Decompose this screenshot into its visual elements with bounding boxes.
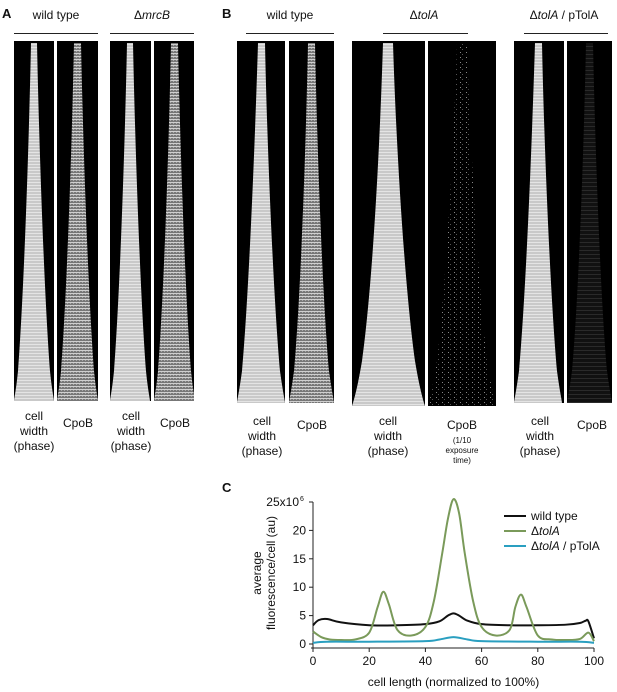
group-title-tola: ΔtolA [352, 8, 496, 22]
gene-name-mrcb: mrcB [142, 8, 170, 22]
kymograph-tola-ptola-cpob [567, 41, 612, 403]
y-axis-label-line1: average [250, 551, 264, 595]
group-underline-tola [383, 33, 468, 34]
x-tick-label: 60 [475, 654, 489, 668]
y-tick-label-top: 25x10 [266, 495, 299, 509]
caption-line: (phase) [110, 439, 152, 453]
caption-cpob-b2: CpoB [446, 418, 478, 432]
panel-label-a: A [2, 6, 12, 21]
group-title-tola-ptola: ΔtolA / pTolA [514, 8, 614, 22]
legend-label-part: tolA [539, 539, 560, 553]
x-axis-label: cell length (normalized to 100%) [368, 675, 539, 689]
legend-label-part: Δ [531, 539, 539, 553]
caption-line: time) [453, 456, 471, 465]
caption-line: (phase) [519, 444, 561, 458]
caption-cell-width-b3: cell width (phase) [510, 414, 570, 459]
caption-cell-width-b1: cell width (phase) [232, 414, 292, 459]
series-line-2 [312, 636, 595, 644]
caption-exposure-note: (1/10 exposure time) [430, 436, 494, 466]
delta-symbol: Δ [529, 8, 538, 22]
x-tick-label: 0 [310, 654, 317, 668]
group-underline-mrcb [110, 33, 194, 34]
caption-cpob-b3: CpoB [576, 418, 608, 432]
caption-line: width [373, 429, 402, 443]
caption-line: (phase) [13, 439, 55, 453]
caption-line: cell [121, 409, 140, 423]
x-tick-label: 80 [531, 654, 545, 668]
legend-label-part: Δ [531, 524, 539, 538]
y-axis-label-line2: fluorescence/cell (au) [264, 516, 278, 630]
legend-label-0: wild type [530, 509, 578, 523]
group-underline-tola-ptola [524, 33, 608, 34]
caption-line: cell [378, 414, 397, 428]
y-tick-label: 15 [293, 552, 307, 566]
series-line-0 [312, 612, 595, 639]
caption-line: (1/10 [452, 436, 472, 445]
series-line-1 [312, 498, 595, 642]
panel-label-c: C [222, 480, 232, 495]
caption-line: cell [252, 414, 271, 428]
caption-cpob-a2: CpoB [159, 416, 191, 430]
kymograph-tola-cpob [428, 41, 496, 406]
legend-label-part: wild type [530, 509, 578, 523]
kymograph-wt-b-cpob [289, 41, 334, 403]
caption-cell-width-a1: cell width (phase) [4, 409, 64, 454]
gene-name-tola: tolA [537, 8, 559, 22]
legend-label-2: ΔtolA / pTolA [531, 539, 600, 553]
kymograph-mrcb-phase [110, 41, 151, 401]
kymograph-tola-ptola-phase [514, 41, 564, 403]
caption-line: width [525, 429, 554, 443]
kymograph-tola-phase [352, 41, 425, 406]
caption-cell-width-a2: cell width (phase) [101, 409, 161, 454]
caption-line: cell [24, 409, 43, 423]
caption-cpob-b1: CpoB [296, 418, 328, 432]
caption-line: exposure [445, 446, 479, 455]
y-tick-label: 0 [299, 637, 306, 651]
caption-line: width [19, 424, 48, 438]
kymograph-wt-a-phase [14, 41, 54, 401]
x-tick-label: 100 [584, 654, 604, 668]
legend-label-1: ΔtolA [531, 524, 560, 538]
group-title-wild-type-b: wild type [266, 8, 314, 22]
kymograph-wt-b-phase [237, 41, 285, 403]
delta-symbol: Δ [409, 8, 418, 22]
panel-label-b: B [222, 6, 232, 21]
x-tick-label: 40 [419, 654, 433, 668]
y-tick-label: 20 [293, 523, 307, 537]
gene-name-tola: tolA [417, 8, 439, 22]
caption-line: cell [530, 414, 549, 428]
y-tick-exponent: 6 [300, 496, 304, 503]
group-title-wild-type-a: wild type [32, 8, 80, 22]
caption-line: width [247, 429, 276, 443]
caption-cell-width-b2: cell width (phase) [358, 414, 418, 459]
group-title-mrcb: ΔmrcB [110, 8, 194, 22]
group-underline-wild-type-a [14, 33, 98, 34]
x-tick-label: 20 [363, 654, 377, 668]
y-tick-label: 5 [299, 609, 306, 623]
caption-line: width [116, 424, 145, 438]
delta-symbol: Δ [133, 8, 142, 22]
kymograph-mrcb-cpob [154, 41, 194, 401]
caption-line: (phase) [241, 444, 283, 458]
legend-label-part: / pTolA [560, 539, 600, 553]
plasmid-suffix: / pTolA [558, 8, 599, 22]
kymograph-wt-a-cpob [57, 41, 98, 401]
legend-label-part: tolA [539, 524, 560, 538]
caption-line: (phase) [367, 444, 409, 458]
group-underline-wild-type-b [246, 33, 334, 34]
caption-cpob-a1: CpoB [62, 416, 94, 430]
y-tick-label: 10 [293, 580, 307, 594]
